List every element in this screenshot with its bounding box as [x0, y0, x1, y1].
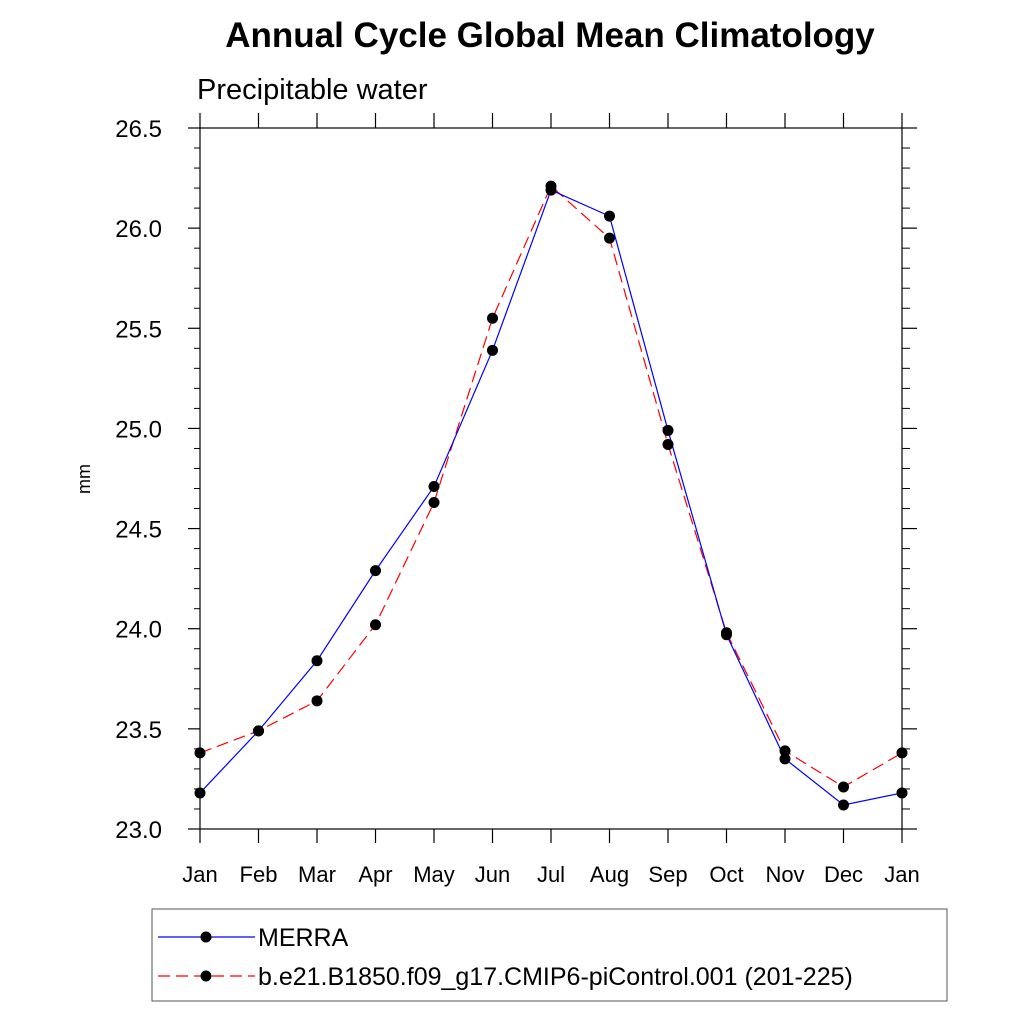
- data-point-series-0: [487, 344, 498, 356]
- legend-marker-1: [200, 970, 212, 982]
- y-tick-label: 25.0: [115, 416, 162, 443]
- data-point-series-0: [838, 799, 849, 811]
- data-point-series-0: [311, 655, 323, 667]
- x-tick-label: Jul: [537, 862, 565, 887]
- series-line-0: [199, 189, 903, 806]
- x-tick-label: Oct: [709, 862, 743, 887]
- x-tick-label: Jun: [475, 862, 510, 887]
- data-point-series-1: [604, 232, 615, 244]
- data-point-series-1: [428, 497, 440, 509]
- y-tick-label: 25.5: [115, 316, 162, 343]
- legend-entries: MERRA b.e21.B1850.f09_g17.CMIP6-piControl…: [158, 924, 853, 991]
- data-point-series-1: [311, 695, 323, 707]
- y-tick-label: 26.0: [115, 216, 162, 243]
- legend-box: [151, 908, 948, 1002]
- data-point-series-0: [428, 481, 440, 493]
- x-tick-label: May: [413, 862, 455, 887]
- x-ticks: Jan Feb Mar Apr May Jun Jul Aug Sep Oct Nov Dec Jan: [182, 113, 920, 887]
- legend: MERRA b.e21.B1850.f09_g17.CMIP6-piControl…: [151, 908, 948, 1002]
- data-point-series-1: [545, 180, 557, 192]
- data-point-series-1: [896, 747, 908, 759]
- data-point-series-0: [662, 424, 674, 436]
- plot-frame: [199, 127, 903, 830]
- x-tick-label: Aug: [590, 862, 629, 887]
- x-tick-label: Jan: [182, 862, 217, 887]
- data-point-series-0: [370, 565, 381, 577]
- y-tick-label: 23.0: [115, 817, 162, 844]
- data-point-series-1: [721, 627, 732, 639]
- data-point-series-1: [487, 312, 498, 324]
- data-point-series-0: [896, 787, 908, 799]
- data-point-series-0: [779, 753, 791, 765]
- data-point-series-1: [779, 745, 791, 757]
- x-tick-label: Dec: [824, 862, 863, 887]
- x-tick-label: Sep: [648, 862, 687, 887]
- data-point-series-0: [604, 210, 615, 222]
- y-tick-label: 23.5: [115, 717, 162, 744]
- x-tick-label: Mar: [298, 862, 336, 887]
- x-tick-label: Feb: [240, 862, 278, 887]
- data-point-series-1: [194, 747, 206, 759]
- y-tick-label: 24.5: [115, 517, 162, 544]
- y-axis-title: mm: [74, 464, 94, 494]
- data-point-series-1: [662, 438, 674, 450]
- y-ticks: 23.0 23.5 24.0 24.5 25.0 25.5 26.0 26.5: [115, 116, 917, 844]
- legend-label-0: MERRA: [258, 924, 349, 952]
- data-point-series-1: [370, 619, 381, 631]
- chart-subtitle: Precipitable water: [197, 74, 428, 106]
- x-tick-label: Nov: [765, 862, 804, 887]
- x-tick-label: Apr: [358, 862, 392, 887]
- y-tick-label: 24.0: [115, 617, 162, 644]
- x-tick-label: Jan: [884, 862, 919, 887]
- legend-marker-0: [200, 931, 212, 943]
- data-point-series-0: [194, 787, 206, 799]
- data-point-series-1: [253, 725, 264, 737]
- data-point-series-1: [838, 781, 849, 793]
- series-layer: [194, 180, 908, 811]
- legend-label-1: b.e21.B1850.f09_g17.CMIP6-piControl.001 …: [258, 963, 853, 991]
- y-tick-label: 26.5: [115, 116, 162, 143]
- series-line-1: [199, 185, 903, 788]
- chart-title: Annual Cycle Global Mean Climatology: [225, 16, 875, 55]
